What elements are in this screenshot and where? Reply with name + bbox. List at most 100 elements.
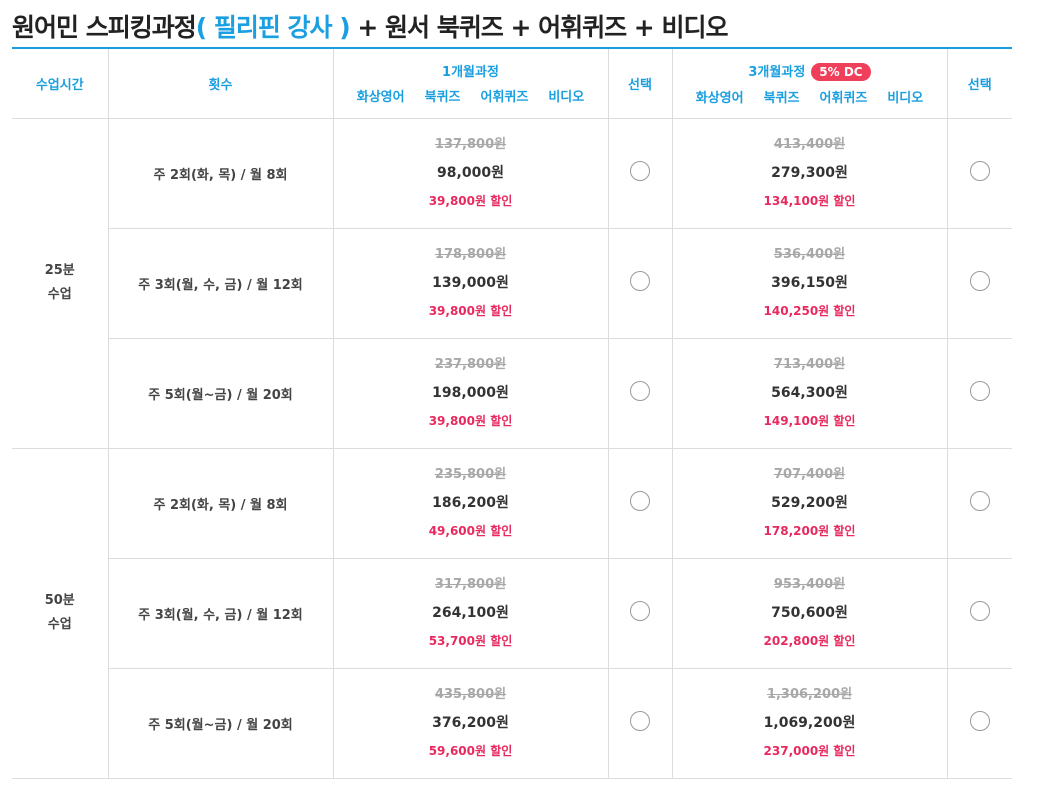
table-row: 주 5회(월~금) / 월 20회 435,800원 376,200원 59,600원… bbox=[12, 668, 1012, 779]
select-3month-cell bbox=[946, 118, 1012, 229]
lesson-frequency: 주 3회(월, 수, 금) / 월 12회 bbox=[107, 558, 333, 669]
price-3month: 953,400원 750,600원 202,800원 할인 bbox=[671, 558, 947, 669]
select-radio-1month[interactable] bbox=[630, 271, 650, 291]
select-radio-3month[interactable] bbox=[969, 271, 990, 291]
dc-badge: 5% DC bbox=[811, 63, 871, 81]
discount-amount: 49,600원 할인 bbox=[428, 524, 513, 538]
lesson-frequency: 주 2회(화, 목) / 월 8회 bbox=[107, 118, 333, 229]
table-row: 주 3회(월, 수, 금) / 월 12회 317,800원 264,100원 53,… bbox=[12, 558, 1012, 669]
original-price: 713,400원 bbox=[773, 357, 846, 372]
discount-amount: 202,800원 할인 bbox=[763, 634, 856, 648]
original-price: 707,400원 bbox=[773, 467, 846, 482]
header-freq: 횟수 bbox=[107, 49, 333, 119]
original-price: 317,800원 bbox=[434, 577, 507, 592]
discount-amount: 39,800원 할인 bbox=[428, 194, 513, 208]
price-1month: 137,800원 98,000원 39,800원 할인 bbox=[332, 118, 608, 229]
discount-amount: 178,200원 할인 bbox=[763, 524, 856, 538]
sale-price: 98,000원 bbox=[437, 165, 504, 181]
original-price: 137,800원 bbox=[434, 137, 507, 152]
lesson-frequency: 주 5회(월~금) / 월 20회 bbox=[107, 668, 333, 779]
select-1month-cell bbox=[607, 668, 672, 779]
table-row: 50분 수업 주 2회(화, 목) / 월 8회 235,800원 186,200원 49… bbox=[12, 448, 1012, 779]
select-radio-3month[interactable] bbox=[969, 161, 990, 181]
price-3month: 1,306,200원 1,069,200원 237,000원 할인 bbox=[671, 668, 947, 779]
price-1month: 435,800원 376,200원 59,600원 할인 bbox=[332, 668, 608, 779]
subitem-video-english: 화상영어 bbox=[695, 91, 744, 106]
course-3month-label: 3개월과정 bbox=[748, 64, 806, 80]
select-3month-cell bbox=[946, 228, 1012, 339]
title-suffix: + 원서 북퀴즈 + 어휘퀴즈 + 비디오 bbox=[349, 13, 728, 42]
price-table: 수업시간 횟수 1개월과정 화상영어 북퀴즈 어휘퀴즈 비디오 선택 3개월과정… bbox=[12, 49, 1012, 779]
lesson-frequency: 주 3회(월, 수, 금) / 월 12회 bbox=[107, 228, 333, 339]
original-price: 435,800원 bbox=[434, 687, 507, 702]
subitem-video: 비디오 bbox=[548, 90, 585, 106]
select-1month-cell bbox=[607, 118, 672, 229]
subitem-book-quiz: 북퀴즈 bbox=[763, 91, 800, 106]
course-1month-title: 1개월과정 bbox=[442, 65, 499, 81]
table-row: 25분 수업 주 2회(화, 목) / 월 8회 137,800원 98,000원 39,… bbox=[12, 118, 1012, 449]
price-3month: 707,400원 529,200원 178,200원 할인 bbox=[671, 448, 947, 559]
discount-amount: 39,800원 할인 bbox=[428, 414, 513, 428]
select-radio-1month[interactable] bbox=[630, 161, 650, 181]
select-radio-3month[interactable] bbox=[969, 601, 990, 621]
original-price: 536,400원 bbox=[773, 247, 846, 262]
subitem-vocab-quiz: 어휘퀴즈 bbox=[819, 91, 868, 106]
header-course-1month: 1개월과정 화상영어 북퀴즈 어휘퀴즈 비디오 bbox=[332, 49, 608, 119]
lesson-frequency: 주 5회(월~금) / 월 20회 bbox=[107, 338, 333, 449]
sale-price: 376,200원 bbox=[432, 715, 509, 731]
select-radio-3month[interactable] bbox=[969, 381, 990, 401]
select-3month-cell bbox=[946, 558, 1012, 669]
price-1month: 317,800원 264,100원 53,700원 할인 bbox=[332, 558, 608, 669]
sale-price: 564,300원 bbox=[771, 385, 848, 401]
select-radio-1month[interactable] bbox=[630, 491, 650, 511]
table-row: 주 5회(월~금) / 월 20회 237,800원 198,000원 39,800원… bbox=[12, 338, 1012, 449]
discount-amount: 59,600원 할인 bbox=[428, 744, 513, 758]
sale-price: 396,150원 bbox=[771, 275, 848, 291]
sale-price: 198,000원 bbox=[432, 385, 509, 401]
subitem-book-quiz: 북퀴즈 bbox=[424, 90, 461, 106]
select-radio-1month[interactable] bbox=[630, 601, 650, 621]
lesson-time-label: 수업 bbox=[47, 287, 72, 302]
sale-price: 139,000원 bbox=[432, 275, 509, 291]
subitem-video: 비디오 bbox=[887, 91, 924, 106]
lesson-time-minutes: 25분 bbox=[44, 263, 75, 278]
select-1month-cell bbox=[607, 448, 672, 559]
original-price: 1,306,200원 bbox=[766, 687, 853, 702]
discount-amount: 53,700원 할인 bbox=[428, 634, 513, 648]
select-1month-cell bbox=[607, 338, 672, 449]
price-1month: 237,800원 198,000원 39,800원 할인 bbox=[332, 338, 608, 449]
header-select-3month: 선택 bbox=[946, 49, 1012, 119]
table-header-row: 수업시간 횟수 1개월과정 화상영어 북퀴즈 어휘퀴즈 비디오 선택 3개월과정… bbox=[12, 49, 1012, 119]
course-3month-items: 화상영어 북퀴즈 어휘퀴즈 비디오 bbox=[673, 87, 947, 106]
header-time: 수업시간 bbox=[12, 49, 108, 119]
original-price: 953,400원 bbox=[773, 577, 846, 592]
sale-price: 279,300원 bbox=[771, 165, 848, 181]
discount-amount: 237,000원 할인 bbox=[763, 744, 856, 758]
sale-price: 1,069,200원 bbox=[763, 715, 856, 731]
original-price: 413,400원 bbox=[773, 137, 846, 152]
subitem-video-english: 화상영어 bbox=[356, 90, 405, 106]
select-3month-cell bbox=[946, 668, 1012, 779]
select-radio-3month[interactable] bbox=[969, 711, 990, 731]
select-radio-3month[interactable] bbox=[969, 491, 990, 511]
select-radio-1month[interactable] bbox=[630, 711, 650, 731]
lesson-frequency: 주 2회(화, 목) / 월 8회 bbox=[107, 448, 333, 559]
price-table-body: 25분 수업 주 2회(화, 목) / 월 8회 137,800원 98,000원 39,… bbox=[12, 118, 1012, 779]
lesson-time-label: 수업 bbox=[47, 617, 72, 632]
select-radio-1month[interactable] bbox=[630, 381, 650, 401]
price-3month: 413,400원 279,300원 134,100원 할인 bbox=[671, 118, 947, 229]
table-row: 주 3회(월, 수, 금) / 월 12회 178,800원 139,000원 39,… bbox=[12, 228, 1012, 339]
price-1month: 178,800원 139,000원 39,800원 할인 bbox=[332, 228, 608, 339]
select-3month-cell bbox=[946, 448, 1012, 559]
sale-price: 750,600원 bbox=[771, 605, 848, 621]
price-1month: 235,800원 186,200원 49,600원 할인 bbox=[332, 448, 608, 559]
title-accent: ( 필리핀 강사 ) bbox=[195, 13, 351, 42]
lesson-time-minutes: 50분 bbox=[44, 593, 75, 608]
discount-amount: 39,800원 할인 bbox=[428, 304, 513, 318]
original-price: 237,800원 bbox=[434, 357, 507, 372]
header-course-3month: 3개월과정 5% DC 화상영어 북퀴즈 어휘퀴즈 비디오 bbox=[671, 49, 947, 119]
price-3month: 713,400원 564,300원 149,100원 할인 bbox=[671, 338, 947, 449]
price-3month: 536,400원 396,150원 140,250원 할인 bbox=[671, 228, 947, 339]
